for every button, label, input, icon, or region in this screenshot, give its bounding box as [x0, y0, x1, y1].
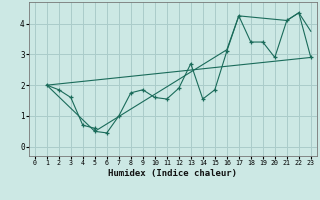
X-axis label: Humidex (Indice chaleur): Humidex (Indice chaleur)	[108, 169, 237, 178]
